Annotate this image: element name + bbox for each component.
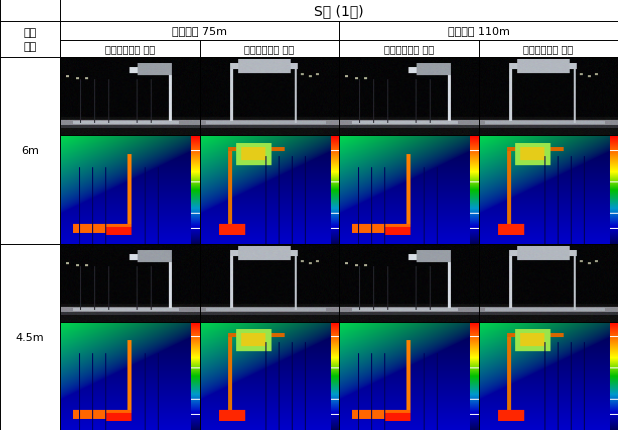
Text: 4.5m: 4.5m [15,332,44,342]
Text: S사 (1개): S사 (1개) [314,4,364,18]
Text: 정지시거 110m: 정지시거 110m [447,26,509,37]
Text: 6m: 6m [21,146,39,156]
Text: 주행전방에서 측정: 주행전방에서 측정 [384,44,434,54]
Text: 정지시거 75m: 정지시거 75m [172,26,227,37]
Text: 설치
높이: 설치 높이 [23,28,36,52]
Text: 반대방향에서 측정: 반대방향에서 측정 [244,44,294,54]
Text: 주행전방에서 측정: 주행전방에서 측정 [104,44,155,54]
Text: 반대방향에서 측정: 반대방향에서 측정 [523,44,574,54]
